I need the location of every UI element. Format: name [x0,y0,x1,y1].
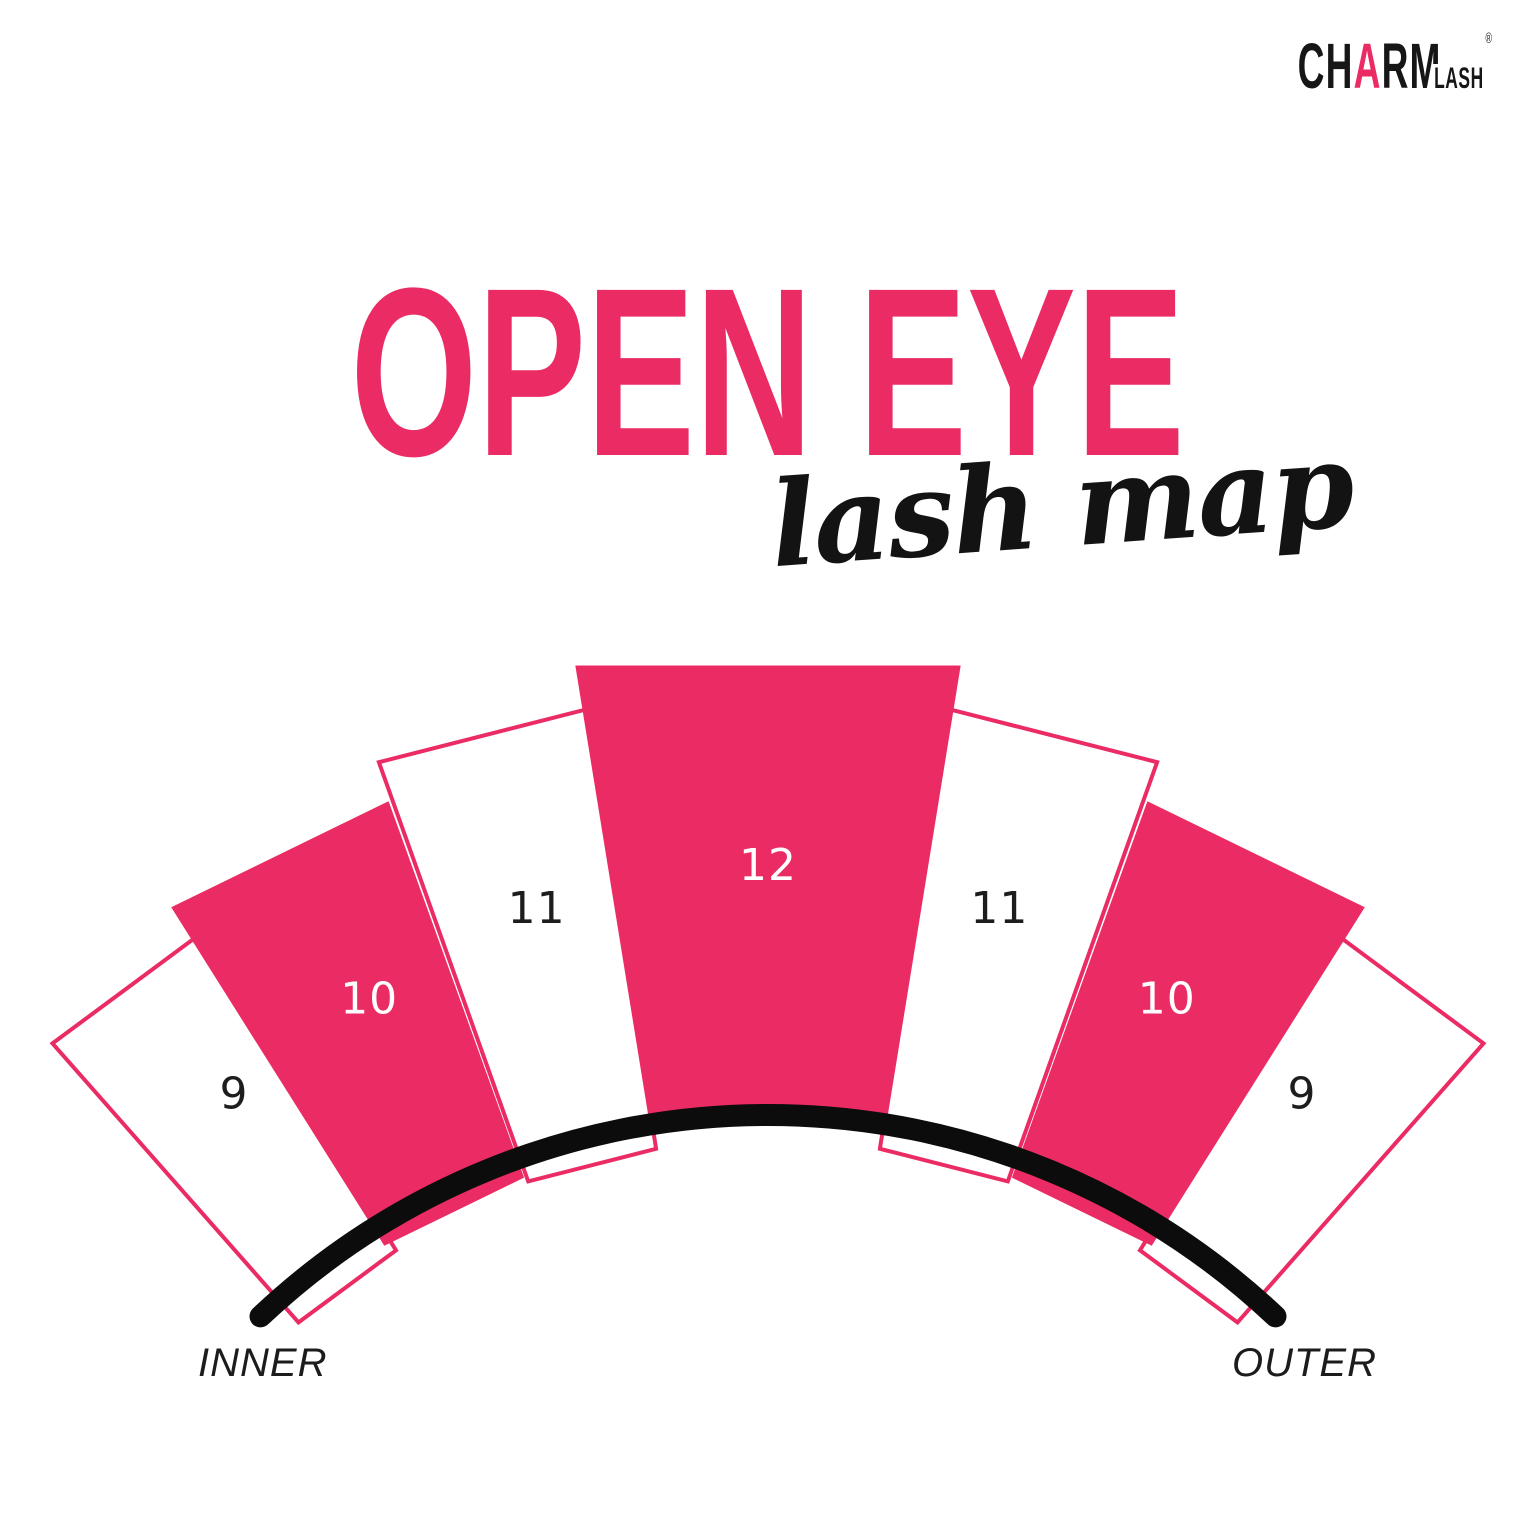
segment-length-label-inner-3: 11 [508,883,566,934]
title-block: OPEN EYE [0,252,1536,492]
registered-mark-icon: ® [1485,30,1492,47]
lash-segment-inner-1 [49,930,399,1326]
brand-sub-label: LASH [1432,62,1484,95]
segment-length-label-center: 12 [739,840,797,891]
brand-logo: CHARM LASH ® [1298,30,1492,98]
segment-length-label-inner-1: 9 [220,1069,249,1120]
brand-part1: CH [1297,30,1354,102]
brand-wordmark: CHARM [1298,34,1442,98]
brand-part2: RM [1381,30,1442,102]
lash-line-curve [249,1103,1287,1328]
segment-length-label-inner-2: 10 [340,973,398,1024]
page-title: OPEN EYE [350,238,1186,506]
lash-segment-inner-2 [171,801,525,1246]
lash-segment-center [575,665,961,1125]
segment-length-label-outer-1: 9 [1288,1069,1317,1120]
brand-accent-letter: A [1353,30,1382,102]
outer-corner-label: OUTER [1232,1341,1377,1385]
inner-corner-label: INNER [198,1341,328,1385]
segment-length-label-outer-3: 11 [970,883,1028,934]
segment-length-label-outer-2: 10 [1138,973,1196,1024]
lash-segment-inner-3 [376,706,659,1184]
lash-segment-outer-2 [1011,801,1365,1246]
